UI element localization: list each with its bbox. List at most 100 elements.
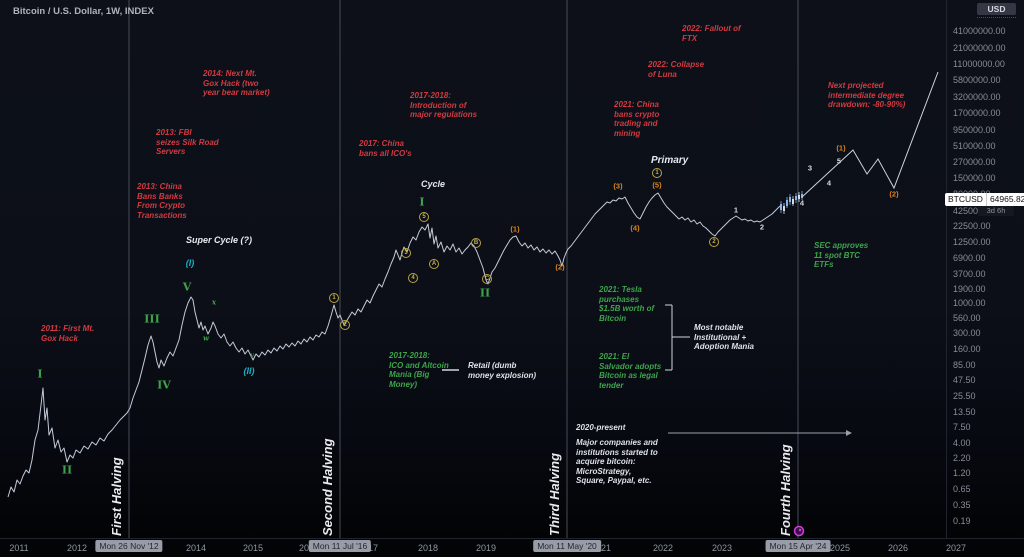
- chart-annotation: V: [182, 280, 192, 294]
- year-tick-label: 2019: [475, 543, 497, 553]
- price-tick-label: 1000.00: [953, 298, 986, 308]
- chart-annotation: 5: [836, 156, 842, 166]
- year-tick-label: 2014: [185, 543, 207, 553]
- currency-toggle-button[interactable]: USD: [977, 3, 1016, 15]
- price-tick-label: 22500.00: [953, 221, 991, 231]
- price-tick-label: 1.20: [953, 468, 971, 478]
- chart-annotation: Most notable Institutional + Adoption Ma…: [694, 323, 754, 352]
- chart-annotation: 2020-present: [576, 423, 626, 432]
- price-tick-label: 6900.00: [953, 253, 986, 263]
- axis-dots-divider: [977, 17, 1016, 18]
- halving-date-badge[interactable]: Mon 15 Apr '24: [765, 540, 831, 552]
- price-tick-label: 3200000.00: [953, 92, 1001, 102]
- chart-annotation: (I): [185, 258, 195, 268]
- price-tick-label: 1700000.00: [953, 108, 1001, 118]
- price-tick-label: 300.00: [953, 328, 981, 338]
- halving-date-badge[interactable]: Mon 11 May '20: [533, 540, 601, 552]
- candle-body: [801, 194, 803, 198]
- chart-annotation: v: [249, 350, 255, 360]
- badge-price: 64965.82: [985, 193, 1024, 206]
- chart-annotation: I: [37, 367, 43, 381]
- chart-annotation: 2014: Next Mt. Gox Hack (two year bear m…: [203, 69, 270, 98]
- projection-line: [801, 71, 939, 198]
- chart-annotation: 2: [340, 320, 350, 330]
- price-tick-label: 160.00: [953, 344, 981, 354]
- event-icon[interactable]: [793, 525, 805, 537]
- year-tick-label: 2015: [242, 543, 264, 553]
- chart-annotation: Primary: [651, 155, 689, 166]
- chart-annotation: 1: [733, 205, 739, 215]
- chart-annotation: Next projected intermediate degree drawd…: [828, 81, 906, 110]
- price-tick-label: 11000000.00: [953, 59, 1005, 69]
- candle-body: [792, 199, 794, 204]
- price-tick-label: 4.00: [953, 438, 971, 448]
- year-tick-label: 2012: [66, 543, 88, 553]
- price-tick-label: 2.20: [953, 453, 971, 463]
- bar-countdown: 3d 6h: [978, 206, 1014, 216]
- price-tick-label: 1900.00: [953, 284, 986, 294]
- halving-vertical-label: Fourth Halving: [778, 444, 793, 536]
- chart-annotation: 1: [652, 168, 662, 178]
- chart-annotation: Cycle: [421, 179, 446, 189]
- price-tick-label: 13.50: [953, 407, 976, 417]
- symbol-title: Bitcoin / U.S. Dollar, 1W, INDEX: [13, 6, 154, 17]
- year-tick-label: 2025: [829, 543, 851, 553]
- adoption-arrow-head: [846, 430, 852, 436]
- price-tick-label: 0.65: [953, 484, 971, 494]
- price-tick-label: 5800000.00: [953, 75, 1001, 85]
- chart-annotation: 3: [401, 248, 411, 258]
- chart-annotation: 2022: Fallout of FTX: [682, 24, 741, 43]
- chart-annotation: C: [482, 274, 492, 284]
- chart-annotation: 2022: Collapse of Luna: [648, 60, 705, 79]
- price-tick-label: 560.00: [953, 313, 981, 323]
- chart-annotation: 2017-2018: Introduction of major regulat…: [410, 91, 478, 120]
- price-tick-label: 3700.00: [953, 269, 986, 279]
- chart-annotation: Retail (dumb money explosion): [468, 361, 537, 380]
- halving-date-badge[interactable]: Mon 26 Nov '12: [95, 540, 163, 552]
- chart-annotation: A: [429, 259, 439, 269]
- chart-annotation: 2021: Tesla purchases $1.5B worth of Bit…: [599, 285, 655, 323]
- price-tick-label: 7.50: [953, 422, 971, 432]
- badge-symbol: BTCUSD: [948, 194, 983, 204]
- halving-vertical-label: Second Halving: [320, 438, 335, 536]
- chart-annotation: x: [211, 297, 217, 307]
- chart-annotation: Major companies and institutions started…: [576, 438, 658, 486]
- chart-annotation: (4): [630, 223, 640, 233]
- year-tick-label: 2018: [417, 543, 439, 553]
- chart-annotation: 4: [799, 198, 805, 208]
- chart-annotation: 2017: China bans all ICO's: [359, 139, 412, 158]
- price-tick-label: 42500.00: [953, 206, 991, 216]
- chart-annotation: 2: [709, 237, 719, 247]
- price-tick-label: 270000.00: [953, 157, 996, 167]
- price-tick-label: 85.00: [953, 360, 976, 370]
- price-tick-label: 150000.00: [953, 173, 996, 183]
- year-tick-label: 2026: [887, 543, 909, 553]
- chart-annotation: 1: [329, 293, 339, 303]
- candle-body: [786, 200, 788, 206]
- chart-annotation: 2: [759, 222, 765, 232]
- price-axis[interactable]: 41000000.00 21000000.00 11000000.00 5800000…: [946, 0, 1024, 538]
- time-axis[interactable]: 2011201220142015201620172018201920212022…: [0, 538, 1024, 557]
- candle-body: [780, 204, 782, 210]
- chart-annotation: (2): [555, 262, 565, 272]
- year-tick-label: 2027: [945, 543, 967, 553]
- candle-body: [783, 206, 785, 211]
- price-tick-label: 0.19: [953, 516, 971, 526]
- price-tick-label: 47.50: [953, 375, 976, 385]
- year-tick-label: 2011: [9, 543, 29, 553]
- chart-annotation: B: [471, 238, 481, 248]
- chart-annotation: (3): [613, 181, 623, 191]
- chart-annotation: 5: [419, 212, 429, 222]
- year-tick-label: 2023: [711, 543, 733, 553]
- price-tick-label: 21000000.00: [953, 43, 1006, 53]
- chart-annotation: 2013: China Bans Banks From Crypto Trans…: [137, 182, 187, 220]
- candle-body: [795, 196, 797, 200]
- price-tick-label: 0.35: [953, 500, 971, 510]
- chart-annotation: II: [61, 463, 73, 477]
- chart-annotation: (1): [510, 224, 520, 234]
- halving-date-badge[interactable]: Mon 11 Jul '16: [308, 540, 372, 552]
- event-icon-dot[interactable]: [798, 528, 802, 532]
- chart-annotation: 2011: First Mt. Gox Hack: [41, 324, 95, 343]
